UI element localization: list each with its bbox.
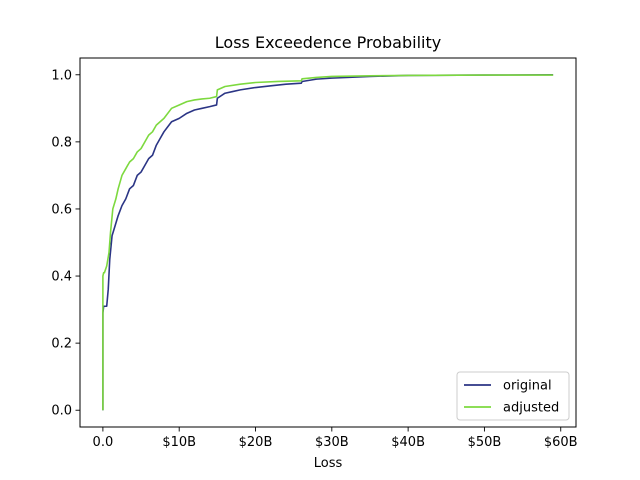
x-tick-label: $20B (239, 435, 273, 450)
series-line-adjusted (102, 74, 554, 411)
x-tick-label: $30B (315, 435, 349, 450)
x-tick-label: $60B (544, 435, 578, 450)
y-tick-label: 1.0 (51, 68, 72, 83)
axes-frame (79, 57, 577, 428)
plot-area (102, 73, 554, 411)
y-tick-label: 0.4 (51, 270, 72, 285)
legend-label-adjusted: adjusted (503, 401, 559, 416)
legend-label-original: original (503, 379, 552, 394)
y-tick-label: 0.6 (51, 202, 72, 217)
x-tick-label: $50B (468, 435, 502, 450)
series-line-original (102, 73, 554, 411)
x-tick-label: 0.0 (93, 435, 114, 450)
y-tick-label: 0.8 (51, 135, 72, 150)
y-tick-label: 0.0 (51, 404, 72, 419)
chart-title: Loss Exceedence Probability (215, 33, 441, 52)
x-axis-label: Loss (314, 456, 343, 471)
legend-box (456, 371, 570, 421)
y-axis-ticks: 0.0 0.2 0.4 0.6 0.8 1.0 (51, 68, 80, 419)
x-axis-ticks: 0.0 $10B $20B $30B $40B $50B $60B (93, 427, 578, 450)
legend: original adjusted (456, 371, 570, 421)
y-tick-label: 0.2 (51, 337, 72, 352)
x-tick-label: $40B (391, 435, 425, 450)
x-tick-label: $10B (162, 435, 196, 450)
